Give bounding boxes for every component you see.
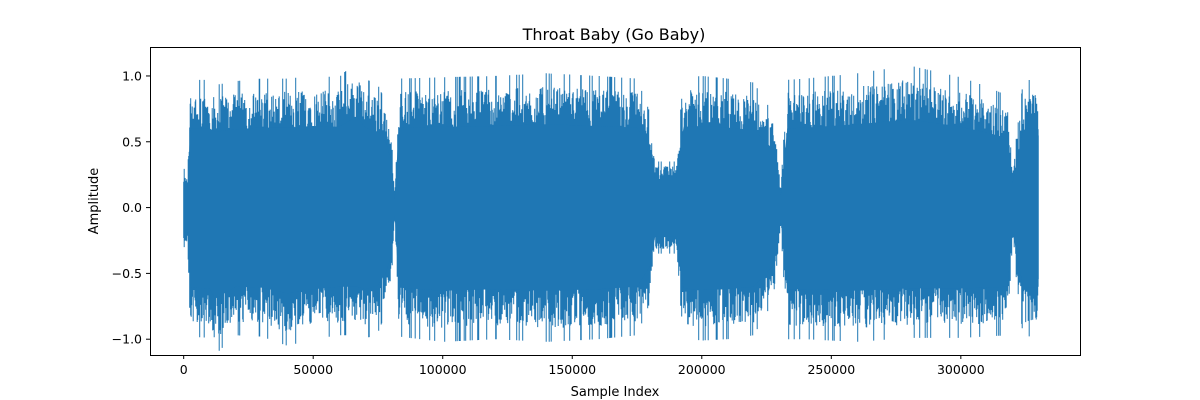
chart-title: Throat Baby (Go Baby) — [522, 25, 706, 44]
x-tick-label: 200000 — [678, 362, 726, 377]
x-tick-label: 0 — [180, 362, 188, 377]
y-tick-label: 0.0 — [122, 200, 142, 215]
y-axis-label: Amplitude — [87, 168, 102, 235]
y-tick-label: −0.5 — [112, 266, 142, 281]
x-tick-label: 50000 — [293, 362, 333, 377]
plot-frame — [150, 47, 1081, 356]
x-tick-label: 300000 — [937, 362, 985, 377]
x-tick-label: 100000 — [419, 362, 467, 377]
x-tick-label: 250000 — [807, 362, 855, 377]
series-layer — [183, 66, 1039, 351]
y-tick-label: −1.0 — [112, 332, 142, 347]
waveform-core — [183, 116, 1039, 299]
y-tick-label: 1.0 — [122, 68, 142, 83]
x-axis: 0 50000 100000 150000 200000 250000 300000 — [180, 355, 985, 377]
y-axis: −1.0 −0.5 0.0 0.5 1.0 — [112, 68, 150, 347]
x-axis-label: Sample Index — [571, 385, 660, 400]
x-tick-label: 150000 — [548, 362, 596, 377]
y-tick-label: 0.5 — [122, 134, 142, 149]
